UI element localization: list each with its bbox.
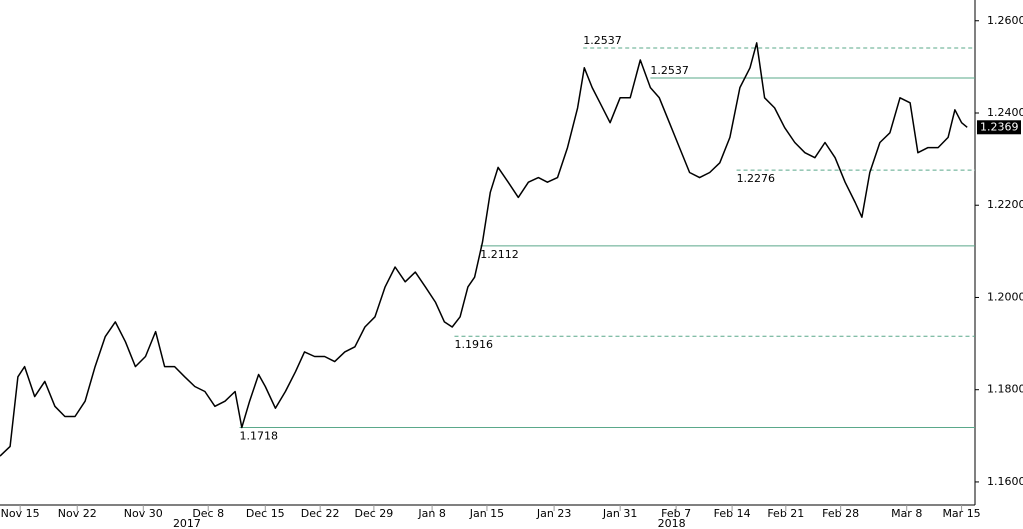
x-tick-label: Jan 8	[417, 507, 445, 520]
x-tick-label: Feb 21	[767, 507, 804, 520]
y-tick-label: 1.2400	[987, 106, 1023, 119]
x-tick-label: Jan 31	[602, 507, 637, 520]
x-tick-label: Mar 15	[942, 507, 980, 520]
x-tick-label: Dec 22	[301, 507, 340, 520]
x-tick-label: Dec 15	[246, 507, 285, 520]
last-price-box	[977, 120, 1021, 135]
x-tick-label: Feb 7	[661, 507, 691, 520]
x-tick-label: Nov 30	[124, 507, 163, 520]
year-label: 2018	[658, 517, 686, 529]
level-label: 1.2276	[737, 172, 776, 185]
y-tick-label: 1.1600	[987, 475, 1023, 488]
level-label: 1.1718	[240, 430, 279, 443]
level-label: 1.2112	[480, 248, 519, 261]
x-tick-label: Feb 28	[822, 507, 859, 520]
price-line	[0, 42, 968, 457]
x-tick-label: Dec 8	[192, 507, 224, 520]
x-tick-label: Nov 15	[1, 507, 40, 520]
x-tick-label: Dec 29	[354, 507, 393, 520]
x-tick-label: Nov 22	[58, 507, 97, 520]
y-tick-label: 1.2600	[987, 14, 1023, 27]
x-tick-label: Mar 8	[891, 507, 922, 520]
y-tick-label: 1.2200	[987, 198, 1023, 211]
level-label: 1.1916	[454, 338, 493, 351]
y-tick-label: 1.1800	[987, 383, 1023, 396]
last-price-label: 1.2369	[980, 120, 1019, 133]
year-label: 2017	[173, 517, 201, 529]
x-tick-label: Feb 14	[714, 507, 751, 520]
level-label: 1.2537	[650, 64, 689, 77]
y-tick-label: 1.2000	[987, 290, 1023, 303]
x-tick-label: Jan 15	[469, 507, 504, 520]
x-tick-label: Jan 23	[536, 507, 571, 520]
level-label: 1.2537	[583, 34, 622, 47]
